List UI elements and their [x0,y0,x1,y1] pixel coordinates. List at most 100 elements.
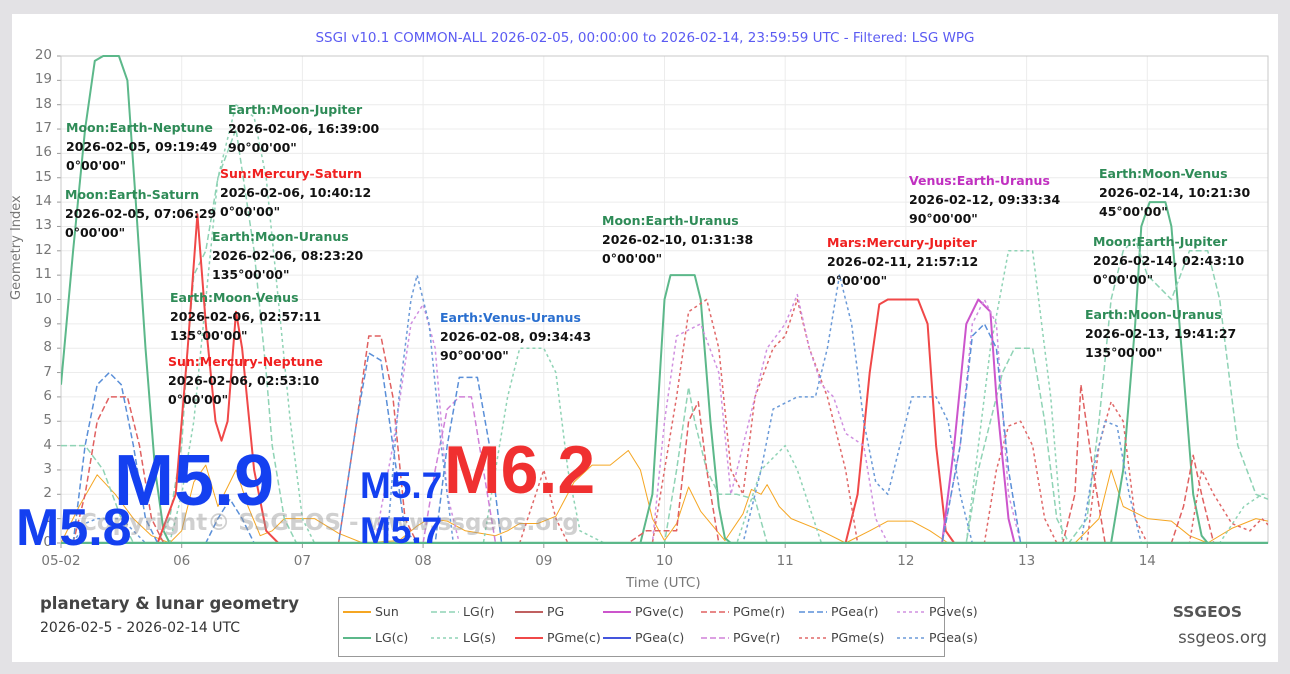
watermark: Copyright© SSGEOS - www.ssgeos.org [80,510,579,536]
legend-line-icon [799,636,827,639]
legend-line-icon [701,636,729,639]
legend-item[interactable]: PG [515,604,564,619]
legend-item[interactable]: PGve(c) [603,604,684,619]
legend-line-icon [701,610,729,613]
y-tick-label: 18 [34,95,52,112]
legend-line-icon [603,610,631,613]
series-pgmec [156,213,956,544]
earthquake-label: M5.7 [360,465,443,506]
annotation-time: 2026-02-06, 16:39:00 [228,121,380,136]
annotation-time: 2026-02-10, 01:31:38 [602,232,754,247]
x-tick-label: 12 [897,553,915,569]
annotation-time: 2026-02-05, 07:06:29 [65,206,217,221]
y-tick-label: 0 [43,534,52,550]
brand-name: SSGEOS [1172,603,1242,621]
x-tick-label: 13 [1018,553,1036,569]
chart-title: SSGI v10.1 COMMON-ALL 2026-02-05, 00:00:… [315,30,975,46]
annotation: Mars:Mercury-Jupiter 2026-02-11, 21:57:1… [827,233,978,290]
legend-label: LG(c) [375,630,409,645]
series-pgmer [72,335,1215,544]
legend-line-icon [897,636,925,639]
legend-item[interactable]: PGve(s) [897,604,978,619]
annotation-time: 2026-02-08, 09:34:43 [440,329,592,344]
y-tick-label: 3 [43,460,52,477]
legend-item[interactable]: PGme(c) [515,630,601,645]
legend-item[interactable]: LG(r) [431,604,495,619]
annotation-label: Sun:Mercury-Saturn [220,166,363,181]
x-tick-label: 08 [414,553,432,569]
legend-item[interactable]: PGea(s) [897,630,978,645]
legend-label: PGea(r) [831,604,879,619]
annotation-time: 2026-02-05, 09:19:49 [66,139,218,154]
series-lgs [168,103,1268,544]
annotation: Earth:Moon-Uranus 2026-02-13, 19:41:27 1… [1085,305,1236,362]
legend-item[interactable]: LG(s) [431,630,496,645]
annotation: Moon:Earth-Uranus 2026-02-10, 01:31:38 0… [602,211,753,268]
legend-label: PGme(s) [831,630,885,645]
legend-label: PGme(c) [547,630,601,645]
annotation-angle: 135°00'00" [212,267,290,282]
annotation-label: Moon:Earth-Saturn [65,187,200,202]
annotation-angle: 45°00'00" [1099,204,1168,219]
annotation: Moon:Earth-Jupiter 2026-02-14, 02:43:10 … [1093,232,1244,289]
series-lgc [61,55,1268,544]
annotation-angle: 0°00'00" [65,225,126,240]
annotation-angle: 135°00'00" [170,328,248,343]
legend-label: LG(s) [463,630,496,645]
x-axis-label: Time (UTC) [626,575,701,591]
annotation-time: 2026-02-12, 09:33:34 [909,192,1061,207]
annotation-time: 2026-02-14, 10:21:30 [1099,185,1251,200]
annotation-label: Earth:Moon-Venus [1099,166,1228,181]
annotation-label: Earth:Moon-Jupiter [228,102,363,117]
brand-url[interactable]: ssgeos.org [1178,628,1267,647]
annotation-angle: 0°00'00" [220,204,281,219]
chart-legend: Sun LG(r) PG PGve(c) PGme(r) PGea(r) PGve(s) LG… [338,597,978,657]
series-lgr [61,128,1268,544]
annotation-time: 2026-02-06, 10:40:12 [220,185,372,200]
y-tick-label: 2 [43,485,52,502]
y-tick-label: 13 [34,217,52,234]
annotation-angle: 90°00'00" [440,348,509,363]
y-tick-label: 8 [43,339,52,356]
y-tick-label: 7 [43,363,52,380]
annotation-label: Moon:Earth-Neptune [66,120,213,135]
annotation: Earth:Venus-Uranus 2026-02-08, 09:34:43 … [440,308,591,365]
legend-item[interactable]: PGve(r) [701,630,780,645]
annotation-angle: 0°00'00" [827,273,888,288]
annotation: Earth:Moon-Venus 2026-02-06, 02:57:11 13… [170,288,321,345]
annotation-time: 2026-02-13, 19:41:27 [1085,326,1237,341]
legend-line-icon [799,610,827,613]
x-tick-label: 07 [293,553,311,569]
legend-item[interactable]: PGea(c) [603,630,684,645]
annotation-label: Earth:Moon-Venus [170,290,299,305]
earthquake-label: M5.7 [360,510,443,551]
y-tick-label: 6 [43,387,52,404]
legend-line-icon [431,610,459,613]
annotation: Earth:Moon-Uranus 2026-02-06, 08:23:20 1… [212,227,363,284]
legend-item[interactable]: PGme(r) [701,604,785,619]
series-pgvec [941,298,1016,544]
legend-line-icon [603,636,631,639]
annotation-time: 2026-02-06, 02:53:10 [168,373,320,388]
legend-item[interactable]: LG(c) [343,630,408,645]
legend-label: Sun [375,604,399,619]
legend-item[interactable]: PGme(s) [799,630,884,645]
legend-item[interactable]: Sun [343,604,399,619]
annotation-label: Mars:Mercury-Jupiter [827,235,977,250]
y-tick-label: 20 [34,47,52,63]
annotation: Venus:Earth-Uranus 2026-02-12, 09:33:34 … [909,171,1060,228]
legend-item[interactable]: PGea(r) [799,604,878,619]
annotation-time: 2026-02-11, 21:57:12 [827,254,979,269]
y-tick-label: 14 [34,193,52,210]
annotation-time: 2026-02-06, 02:57:11 [170,309,322,324]
legend-label: PGea(c) [635,630,685,645]
y-tick-label: 15 [34,168,52,185]
earthquake-label: M6.2 [444,432,596,508]
y-tick-label: 4 [43,436,52,453]
annotation-angle: 0°00'00" [66,158,127,173]
annotation-angle: 90°00'00" [228,140,297,155]
annotation-time: 2026-02-06, 08:23:20 [212,248,364,263]
y-tick-label: 17 [34,120,52,137]
annotation: Earth:Moon-Venus 2026-02-14, 10:21:30 45… [1099,164,1250,221]
